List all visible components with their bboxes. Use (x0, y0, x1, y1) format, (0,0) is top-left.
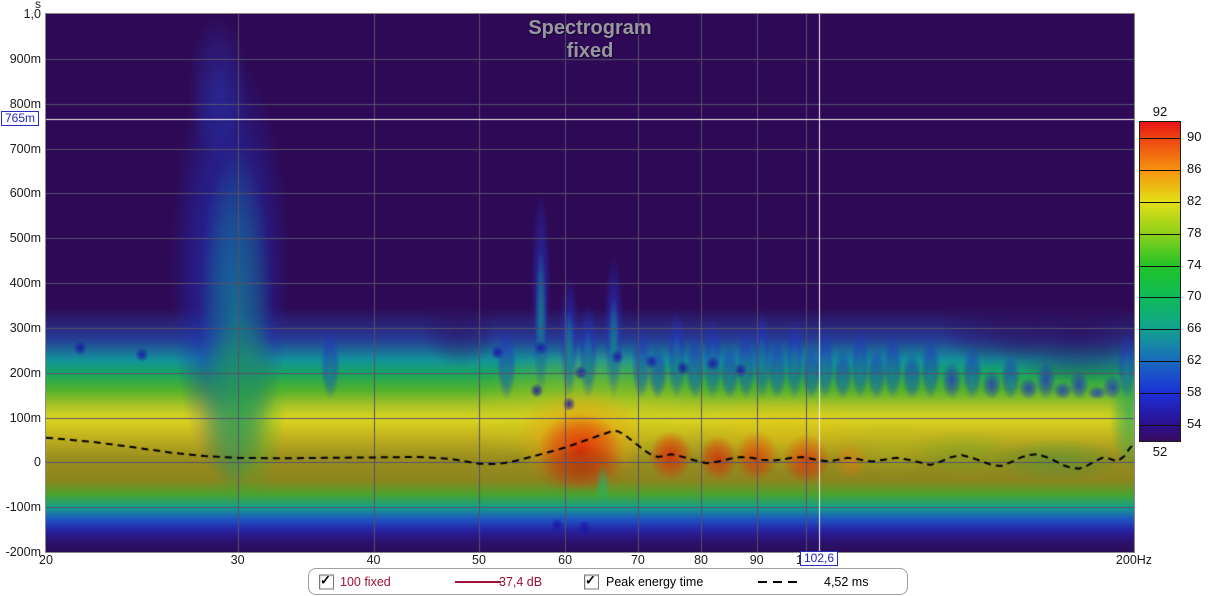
y-tick-label-400m: 400m (9, 276, 41, 290)
series1-label: 100 fixed (340, 574, 391, 589)
colorbar-tick-label-82: 82 (1187, 192, 1202, 208)
spectrogram-plot[interactable]: Spectrogram fixed (45, 13, 1135, 553)
y-tick-label-200m: 200m (9, 365, 41, 380)
x-tick-label-60: 60 (558, 553, 573, 567)
x-tick-label-70: 70 (630, 553, 645, 567)
colorbar-min-label: 52 (1152, 444, 1168, 459)
x-tick-label-40: 40 (366, 553, 381, 567)
colorbar-tick-line-82 (1140, 202, 1180, 203)
colorbar-tick-label-62: 62 (1187, 352, 1202, 368)
colorbar-tick-label-58: 58 (1187, 384, 1202, 400)
y-tick-label-700m: 700m (9, 141, 41, 156)
colorbar-tick-line-86 (1140, 170, 1180, 171)
x-tick-label-90: 90 (749, 553, 764, 567)
x-tick-label-50: 50 (472, 553, 486, 567)
colorbar-tick-label-70: 70 (1187, 288, 1202, 304)
colorbar (1139, 121, 1181, 442)
colorbar-tick-line-66 (1140, 329, 1180, 330)
colorbar-tick-line-78 (1140, 234, 1180, 235)
series2-checkmark-icon: ✓ (585, 572, 596, 587)
y-tick-label-800m: 800m (9, 96, 41, 111)
series2-line-sample (758, 580, 802, 583)
y-tick-label-100m: 100m (9, 410, 41, 425)
y-tick-label--100m: -100m (5, 500, 41, 515)
colorbar-tick-label-86: 86 (1187, 160, 1202, 176)
x-tick-label-200: 200Hz (1115, 553, 1153, 567)
series2-value: 4,52 ms (824, 574, 869, 589)
colorbar-tick-line-74 (1140, 266, 1180, 267)
series1-checkbox[interactable]: ✓ (319, 572, 334, 589)
y-tick-label-300m: 300m (9, 320, 41, 335)
series2-checkbox[interactable]: ✓ (584, 572, 599, 589)
y-tick-label-600m: 600m (9, 186, 41, 201)
colorbar-tick-line-90 (1140, 138, 1180, 139)
series1-line-sample (455, 580, 501, 583)
cursor-frequency-readout: 102,6 (800, 551, 839, 566)
series1-value: 37,4 dB (499, 574, 543, 589)
colorbar-tick-label-66: 66 (1187, 320, 1202, 336)
colorbar-tick-line-54 (1140, 425, 1180, 426)
colorbar-max-label: 92 (1152, 104, 1168, 119)
legend-bar: ✓ 100 fixed 37,4 dB ✓ Peak energy time 4… (308, 568, 908, 595)
colorbar-tick-label-54: 54 (1187, 416, 1202, 432)
series2-label: Peak energy time (606, 574, 704, 589)
series1-checkmark-icon: ✓ (320, 572, 331, 587)
spectrogram-canvas[interactable] (46, 14, 1134, 552)
colorbar-tick-label-74: 74 (1187, 256, 1202, 272)
y-tick-label-900m: 900m (9, 51, 41, 66)
colorbar-tick-line-58 (1140, 393, 1180, 394)
x-tick-label-80: 80 (694, 553, 708, 567)
x-tick-label-20: 20 (39, 553, 53, 567)
colorbar-tick-label-90: 90 (1187, 128, 1202, 144)
x-tick-label-30: 30 (230, 553, 245, 567)
y-tick-label-0: 0 (34, 455, 41, 470)
cursor-time-readout: 765m (1, 111, 40, 126)
colorbar-tick-line-62 (1140, 361, 1180, 362)
y-tick-label-500m: 500m (9, 231, 41, 246)
y-tick-label--200m: -200m (5, 545, 41, 559)
y-axis-unit-label: s (35, 0, 41, 11)
colorbar-tick-label-78: 78 (1187, 224, 1202, 240)
y-tick-label-1,0: 1,0 (23, 7, 41, 21)
colorbar-tick-line-70 (1140, 297, 1180, 298)
